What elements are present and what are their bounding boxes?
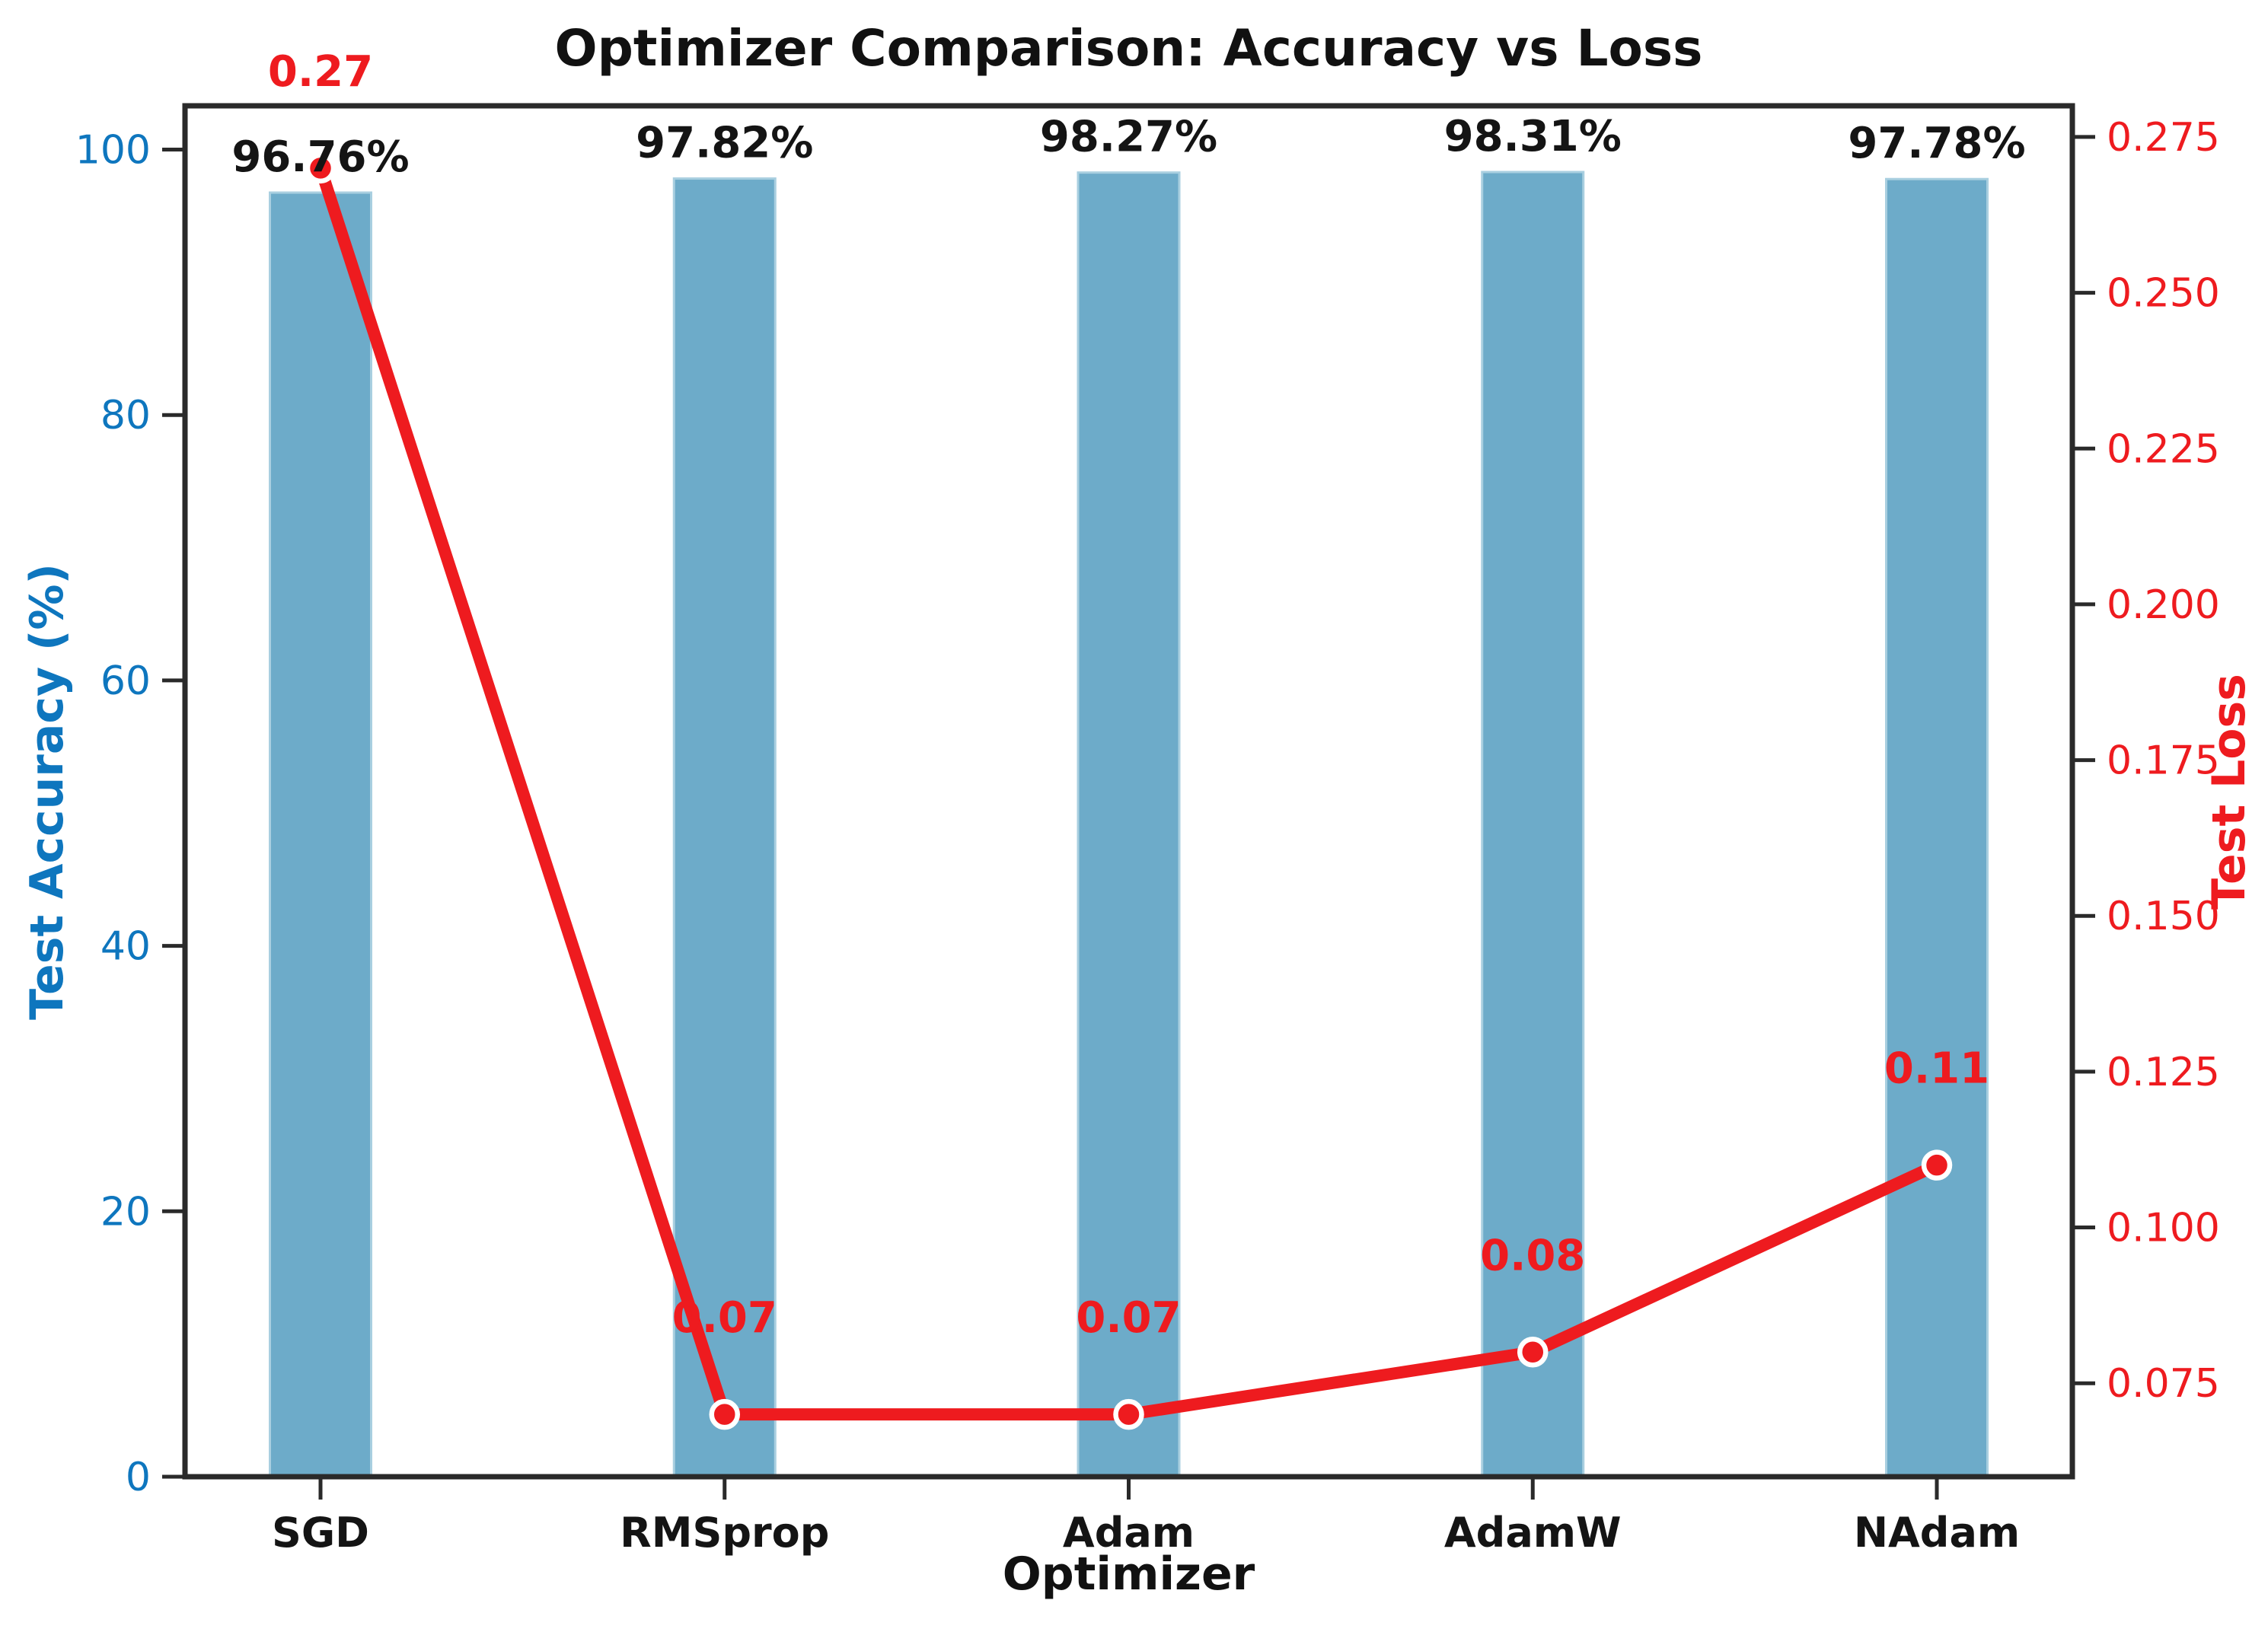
loss-annotation-AdamW: 0.08: [1480, 1231, 1585, 1280]
left-tick-label-60: 60: [100, 658, 151, 704]
bar-Adam: [1077, 171, 1181, 1478]
loss-marker-Adam: [1113, 1398, 1144, 1430]
bar-NAdam: [1885, 177, 1989, 1478]
bar-label-Adam: 98.27%: [1040, 113, 1217, 162]
loss-annotation-SGD: 0.27: [268, 47, 373, 97]
loss-annotation-Adam: 0.07: [1076, 1293, 1181, 1343]
right-tick-label-0.225: 0.225: [2107, 426, 2220, 472]
bar-RMSprop: [672, 177, 777, 1478]
loss-marker-SGD: [305, 152, 337, 184]
x-tick-label-NAdam: NAdam: [1854, 1509, 2020, 1557]
bar-AdamW: [1481, 171, 1585, 1478]
loss-marker-RMSprop: [709, 1398, 740, 1430]
x-tick-label-SGD: SGD: [272, 1509, 369, 1557]
loss-annotation-RMSprop: 0.07: [672, 1293, 777, 1343]
right-tick-label-0.125: 0.125: [2107, 1050, 2220, 1095]
x-tick-label-AdamW: AdamW: [1444, 1509, 1622, 1557]
left-tick-label-40: 40: [100, 924, 151, 970]
bar-label-AdamW: 98.31%: [1444, 112, 1622, 161]
left-tick-label-100: 100: [75, 128, 151, 174]
right-tick-label-0.150: 0.150: [2107, 894, 2220, 939]
x-axis-title: Optimizer: [1002, 1548, 1255, 1601]
x-tick-label-Adam: Adam: [1063, 1509, 1195, 1557]
right-tick-label-0.200: 0.200: [2107, 582, 2220, 628]
x-tick-label-RMSprop: RMSprop: [620, 1509, 829, 1557]
bar-label-RMSprop: 97.82%: [636, 119, 813, 168]
right-tick-label-0.100: 0.100: [2107, 1206, 2220, 1251]
bar-label-SGD: 96.76%: [231, 132, 409, 182]
left-tick-label-80: 80: [100, 393, 151, 438]
bar-label-NAdam: 97.78%: [1848, 119, 2025, 168]
right-tick-label-0.175: 0.175: [2107, 738, 2220, 784]
left-tick-label-0: 0: [126, 1455, 151, 1500]
right-tick-label-0.275: 0.275: [2107, 115, 2220, 161]
right-tick-label-0.250: 0.250: [2107, 271, 2220, 317]
loss-marker-AdamW: [1517, 1337, 1549, 1368]
left-tick-label-20: 20: [100, 1189, 151, 1235]
right-tick-label-0.075: 0.075: [2107, 1361, 2220, 1407]
loss-marker-NAdam: [1921, 1149, 1953, 1181]
chart-title: Optimizer Comparison: Accuracy vs Loss: [554, 19, 1703, 78]
bar-SGD: [269, 191, 372, 1478]
loss-annotation-NAdam: 0.11: [1884, 1044, 1989, 1094]
